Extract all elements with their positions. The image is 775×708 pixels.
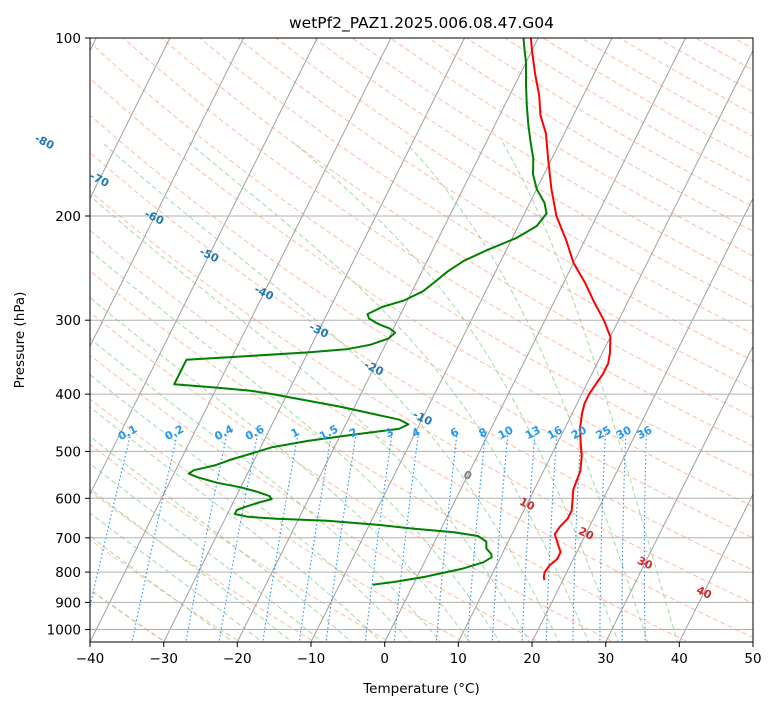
mixing-ratio-line (325, 435, 357, 642)
moist-adiabat (90, 435, 353, 642)
moist-adiabat (292, 141, 619, 642)
moist-adiabat (188, 141, 590, 642)
y-axis-ticks: 100 200 300 400 500 600 700 800 900 1000 (47, 31, 90, 639)
mixing-ratio-label: 13 (523, 423, 543, 442)
dry-adiabat (90, 151, 753, 571)
isotherm-line (90, 38, 171, 200)
mixing-ratio-line (393, 435, 419, 642)
y-tick-label: 500 (55, 444, 81, 460)
moist-adiabat (502, 141, 678, 642)
dry-adiabat (90, 270, 690, 642)
y-axis-label: Pressure (hPa) (12, 292, 28, 389)
mixing-ratio-line (491, 435, 509, 642)
dry-adiabat (161, 38, 753, 418)
mixing-ratio-line (435, 435, 458, 642)
dry-adiabat (90, 398, 466, 642)
moist-adiabat (405, 141, 649, 642)
mixing-ratio-line (521, 435, 536, 642)
dewpoint-line (173, 38, 548, 586)
isotherm-label: 30 (635, 554, 655, 573)
x-tick-label: −40 (76, 651, 105, 667)
y-tick-label: 700 (55, 531, 81, 547)
mixing-ratio-line (545, 435, 558, 642)
y-tick-label: 100 (55, 31, 81, 47)
y-tick-label: 600 (55, 491, 81, 507)
moist-adiabat (90, 463, 323, 642)
mixing-ratio-line (572, 435, 582, 642)
isotherm-label: 20 (576, 524, 596, 543)
mixing-ratio-line (90, 435, 131, 609)
isotherm-line (531, 197, 753, 642)
x-tick-label: −30 (149, 651, 178, 667)
mixing-ratio-line (621, 435, 627, 642)
isotherm-line (90, 38, 245, 348)
isotherm-line (457, 49, 753, 642)
y-tick-label: 300 (55, 313, 81, 329)
moist-adiabat (101, 141, 560, 642)
moist-adiabat (90, 374, 412, 642)
mixing-ratio-label: 20 (569, 423, 589, 442)
sounding-series (173, 38, 612, 586)
x-tick-label: −20 (223, 651, 252, 667)
mixing-ratio-line (298, 435, 332, 642)
dry-adiabat (90, 114, 753, 539)
moist-adiabat (90, 195, 530, 642)
isotherm-line (90, 38, 392, 642)
mixing-ratio-label: 10 (496, 423, 516, 442)
mixing-ratio-line (218, 435, 258, 642)
pressure-gridlines (90, 38, 753, 630)
mixing-ratio-label: 30 (614, 423, 634, 442)
background-lines (90, 38, 753, 642)
mixing-ratio-label: 25 (594, 423, 614, 442)
temperature-line (529, 38, 612, 581)
mixing-ratio-line (262, 435, 299, 642)
x-tick-label: 50 (744, 651, 761, 667)
x-tick-label: 0 (380, 651, 389, 667)
moist-adiabat (90, 249, 501, 642)
isotherm-line (384, 38, 687, 642)
mixing-ratio-label: 16 (545, 423, 565, 442)
y-tick-label: 1000 (47, 623, 81, 639)
plot-area (90, 38, 753, 642)
moist-adiabat (90, 512, 264, 642)
isotherm-line (236, 38, 539, 642)
x-tick-label: 30 (597, 651, 614, 667)
y-tick-label: 200 (55, 209, 81, 225)
x-tick-label: 40 (671, 651, 688, 667)
mixing-ratio-line (185, 435, 228, 642)
isotherm-label: 40 (694, 583, 714, 602)
mixing-ratio-line (599, 435, 606, 642)
mixing-ratio-line (643, 435, 647, 642)
dry-adiabat (122, 38, 753, 447)
moist-adiabat (90, 406, 382, 642)
mixing-ratio-line (364, 435, 393, 642)
y-tick-label: 800 (55, 565, 81, 581)
x-axis-label: Temperature (°C) (362, 681, 480, 697)
x-tick-label: 20 (523, 651, 540, 667)
mixing-ratio-label: 36 (635, 423, 655, 442)
dry-adiabat (199, 38, 753, 390)
moist-adiabat (90, 488, 293, 642)
isotherm-line (90, 38, 318, 496)
x-axis-ticks: −40 −30 −20 −10 0 10 20 30 40 50 (76, 642, 762, 667)
x-tick-label: 10 (450, 651, 467, 667)
isotherm-line (310, 38, 613, 642)
y-tick-label: 900 (55, 595, 81, 611)
moist-adiabat (90, 296, 471, 642)
isotherm-line (163, 38, 466, 642)
isotherm-label: 10 (517, 495, 537, 514)
isotherm-line (678, 492, 753, 642)
y-tick-label: 400 (55, 387, 81, 403)
chart-title: wetPf2_PAZ1.2025.006.08.47.G04 (289, 14, 554, 33)
x-tick-label: −10 (297, 651, 326, 667)
plot-frame (89, 37, 754, 643)
moist-adiabat (90, 337, 442, 642)
mixing-ratio-line (466, 435, 486, 642)
isotherm-line (605, 345, 753, 642)
